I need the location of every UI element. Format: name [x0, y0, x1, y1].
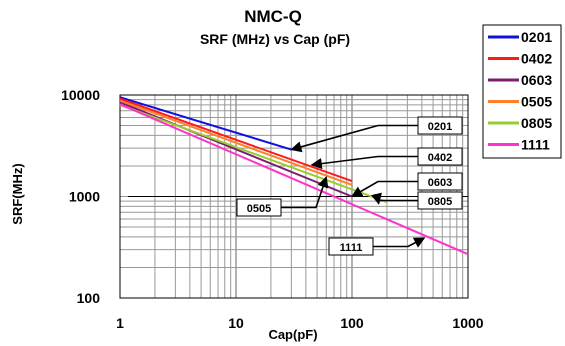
annotation-box-0505	[236, 198, 282, 217]
series-line-0505	[119, 99, 353, 186]
series-line-0201	[119, 96, 292, 151]
y-tick-label: 1000	[69, 189, 100, 205]
annotation-box-1111	[328, 237, 374, 256]
annotation-box-0201	[417, 116, 463, 135]
x-tick-label: 1	[116, 315, 124, 331]
annotation-arrow-0805	[371, 192, 418, 205]
legend-label-0805: 0805	[521, 115, 552, 131]
legend-label-0603: 0603	[521, 72, 552, 88]
plot-frame	[119, 94, 469, 299]
legend-label-0201: 0201	[521, 29, 552, 45]
legend-label-0505: 0505	[521, 94, 552, 110]
series-line-0805	[119, 103, 388, 204]
annotation-label-0201: 0201	[428, 121, 452, 133]
tick-labels: 1 10 100 1000 100 1000 10000	[61, 87, 484, 331]
annotation-box-0603	[417, 172, 463, 191]
chart-title: NMC-Q	[244, 7, 302, 26]
x-tick-label: 10	[228, 315, 244, 331]
y-axis-label: SRF(MHz)	[10, 163, 25, 224]
annotation-label-0402: 0402	[428, 152, 452, 164]
legend-box	[482, 24, 562, 159]
annotation-arrow-0402	[310, 155, 418, 170]
y-tick-label: 10000	[61, 87, 100, 103]
annotations: 0201 0402 0603 0505 0805 1111	[236, 116, 463, 256]
annotation-arrow-0201	[290, 124, 418, 153]
series-lines	[119, 96, 469, 256]
annotation-box-0805	[417, 191, 463, 210]
x-tick-label: 1000	[452, 315, 483, 331]
annotation-arrow-0603	[351, 180, 418, 198]
chart-subtitle: SRF (MHz) vs Cap (pF)	[200, 31, 350, 47]
legend-label-0402: 0402	[521, 51, 552, 67]
legend: 0201 0402 0603 0505 0805 1111	[482, 24, 562, 159]
x-axis-label: Cap(pF)	[268, 327, 317, 342]
annotation-label-0805: 0805	[428, 196, 452, 208]
legend-label-1111: 1111	[521, 137, 550, 153]
y-tick-label: 100	[77, 290, 101, 306]
annotation-box-0402	[417, 147, 463, 166]
series-line-1111	[119, 103, 469, 256]
annotation-arrow-0505	[281, 176, 329, 209]
annotation-label-0603: 0603	[428, 177, 452, 189]
annotation-label-1111: 1111	[340, 242, 363, 254]
annotation-arrow-1111	[373, 237, 426, 248]
x-tick-label: 100	[340, 315, 364, 331]
annotation-label-0505: 0505	[247, 203, 271, 215]
